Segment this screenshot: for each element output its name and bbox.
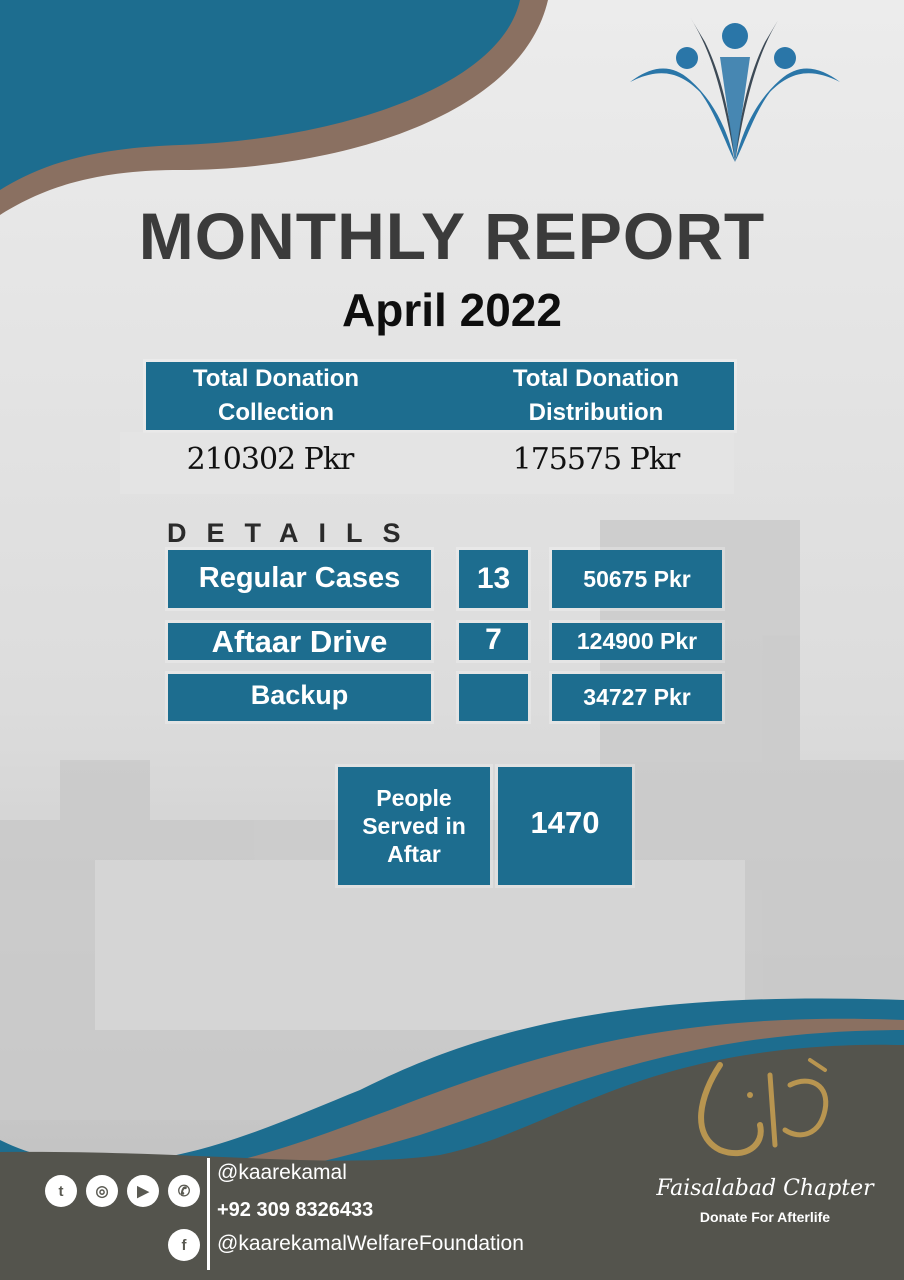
- regular-cases-count: 13: [459, 550, 528, 608]
- backup-count: [459, 674, 528, 721]
- instagram-icon[interactable]: ◎: [86, 1175, 118, 1207]
- handle-text[interactable]: @kaarekamal: [217, 1161, 347, 1184]
- chapter-name: Faisalabad Chapter: [656, 1176, 874, 1201]
- report-title: MONTHLY REPORT: [138, 199, 766, 273]
- regular-cases-label: Regular Cases: [168, 550, 431, 608]
- footer-divider: [207, 1158, 210, 1270]
- twitter-icon[interactable]: t: [45, 1175, 77, 1207]
- calligraphy-logo: [698, 1058, 829, 1157]
- distribution-value: 175575 Pkr: [512, 442, 681, 477]
- backup-amount: 34727 Pkr: [552, 674, 722, 721]
- people-served-label: People Served in Aftar: [338, 767, 490, 885]
- backup-label: Backup: [168, 674, 431, 721]
- facebook-text[interactable]: @kaarekamalWelfareFoundation: [217, 1232, 524, 1255]
- summary-header-bar: Total Donation Collection Total Donation…: [146, 362, 734, 430]
- summary-values-row: [120, 432, 734, 494]
- aftaar-drive-label: Aftaar Drive: [168, 623, 431, 660]
- people-served-value: 1470: [498, 767, 632, 885]
- collection-value: 210302 Pkr: [186, 442, 355, 477]
- aftaar-drive-amount: 124900 Pkr: [552, 623, 722, 660]
- regular-cases-amount: 50675 Pkr: [552, 550, 722, 608]
- foundation-logo: [630, 17, 840, 162]
- report-month: April 2022: [342, 284, 562, 336]
- collection-label: Total Donation Collection: [192, 365, 360, 426]
- details-heading: DETAILS: [167, 518, 421, 548]
- aftaar-drive-count: 7: [459, 623, 528, 660]
- youtube-icon[interactable]: ▶: [127, 1175, 159, 1207]
- phone-text[interactable]: +92 309 8326433: [217, 1199, 374, 1221]
- facebook-icon[interactable]: f: [168, 1229, 200, 1261]
- tagline: Donate For Afterlife: [699, 1209, 831, 1225]
- distribution-label: Total Donation Distribution: [512, 365, 680, 426]
- whatsapp-icon[interactable]: ✆: [168, 1175, 200, 1207]
